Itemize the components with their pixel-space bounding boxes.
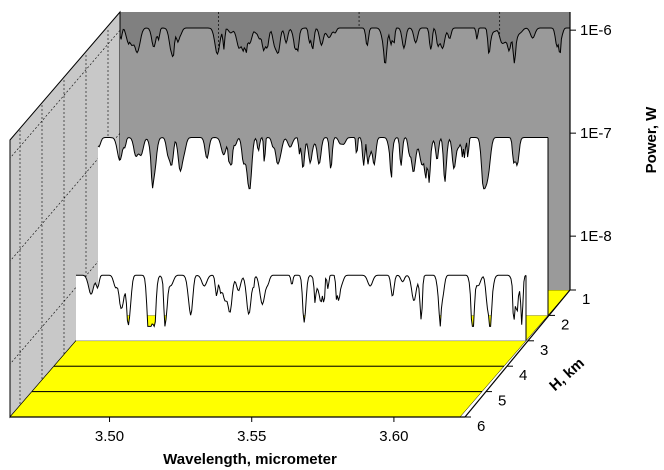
series-fill — [76, 275, 526, 341]
x-axis-label: Wavelength, micrometer — [163, 451, 337, 468]
floor-strip — [31, 365, 505, 392]
z-tick-label: 6 — [477, 418, 485, 435]
series-fill — [98, 137, 548, 316]
x-tick-label: 3.50 — [95, 428, 124, 445]
x-tick-label: 3.55 — [237, 428, 266, 445]
z-axis-label: H, km — [546, 355, 588, 395]
series-4 — [31, 365, 505, 392]
z-tick-label: 2 — [561, 316, 569, 333]
series-3 — [53, 274, 527, 367]
x-tick-label: 3.60 — [379, 428, 408, 445]
z-tick-label: 1 — [582, 291, 590, 308]
z-tick-label: 4 — [519, 367, 527, 384]
y-axis-label: Power, W — [643, 106, 660, 174]
y-gridline-side — [9, 29, 121, 159]
series-layer — [9, 27, 571, 418]
series-line — [119, 27, 570, 64]
z-tick-label: 3 — [540, 342, 548, 359]
series-line — [76, 274, 527, 328]
z-tick-label: 5 — [498, 393, 506, 410]
series-line — [97, 136, 548, 190]
z-axis-line — [464, 289, 571, 418]
floor-strip — [9, 391, 483, 418]
y-tick-label: 1E-6 — [580, 22, 612, 39]
y-tick-label: 1E-7 — [580, 125, 612, 142]
series-5 — [9, 391, 483, 418]
y-tick-label: 1E-8 — [580, 228, 612, 245]
floor-strip — [53, 340, 527, 367]
